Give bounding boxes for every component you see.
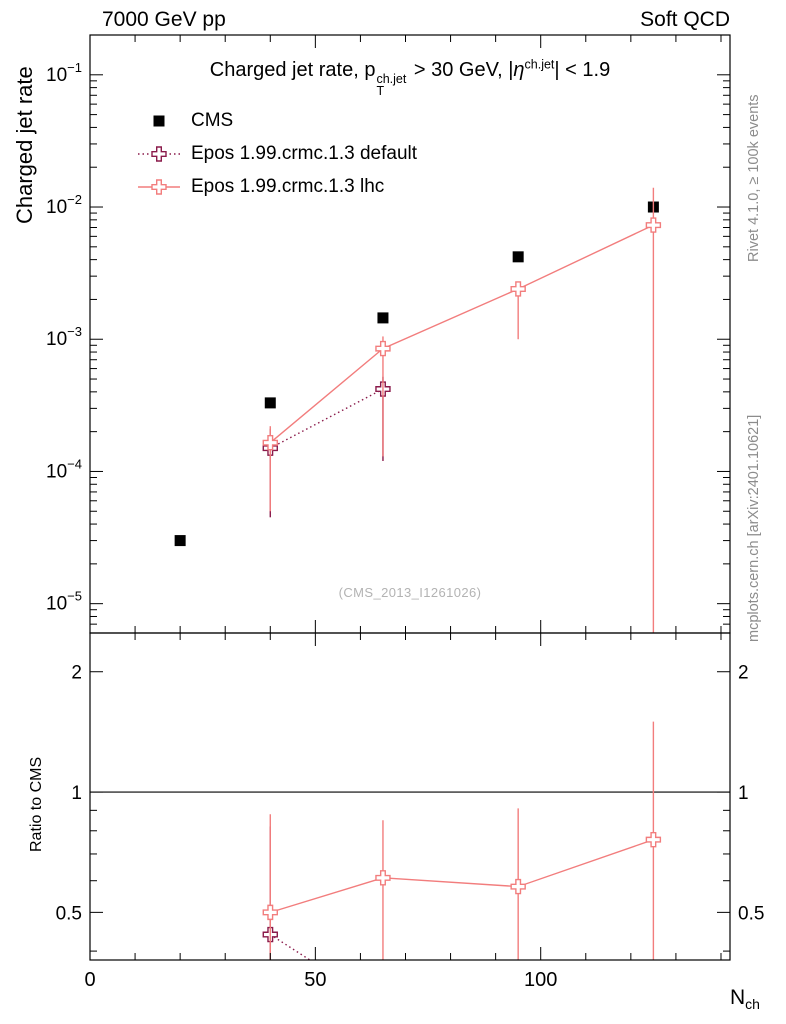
svg-text:2: 2 (738, 663, 749, 684)
svg-text:1: 1 (738, 783, 749, 804)
plot-title: Charged jet rate, p ch.jet T > 30 GeV, |ηc… (90, 58, 730, 98)
x-axis-title-sub: ch (745, 996, 760, 1013)
legend-item-cms: CMS (136, 104, 417, 137)
x-axis-title-base: N (730, 986, 746, 1009)
svg-text:1: 1 (71, 783, 82, 804)
x-axis-title: Nch (730, 986, 760, 1012)
epos-lhc-marker-icon (138, 178, 180, 195)
svg-text:10−4: 10−4 (46, 456, 82, 482)
legend-item-epos-lhc: Epos 1.99.crmc.1.3 lhc (136, 170, 417, 203)
svg-text:0: 0 (84, 969, 95, 991)
mcplots-attribution: mcplots.cern.ch [arXiv:2401.10621] (746, 414, 762, 642)
title-suffix: | < 1.9 (554, 59, 611, 81)
series-cms (174, 201, 659, 547)
analysis-id-watermark: (CMS_2013_I1261026) (338, 585, 482, 600)
eta-symbol: η (513, 59, 525, 81)
pt-subscript: T (376, 83, 385, 98)
svg-text:0.5: 0.5 (738, 903, 764, 924)
epos-default-marker-icon (138, 145, 180, 162)
svg-text:100: 100 (524, 969, 557, 991)
series-epos-1-99-crmc-1-3-lhc (262, 187, 662, 633)
svg-text:0.5: 0.5 (56, 903, 82, 924)
title-prefix: Charged jet rate, p (209, 59, 376, 81)
title-middle: > 30 GeV, | (408, 59, 514, 81)
svg-text:10−2: 10−2 (46, 192, 82, 218)
ratio-y-axis-title: Ratio to CMS (28, 756, 45, 852)
pt-superscript: ch.jet (376, 71, 407, 86)
rivet-version-note: Rivet 4.1.0, ≥ 100k events (746, 94, 762, 262)
eta-superscript: ch.jet (524, 57, 555, 72)
svg-text:10−3: 10−3 (46, 324, 82, 350)
series-epos-1-99-crmc-1-3-default (262, 376, 391, 518)
legend: CMS Epos 1.99.crmc.1.3 default Epos 1.99… (136, 104, 417, 203)
cms-square-marker-icon (153, 115, 165, 126)
svg-text:10−5: 10−5 (46, 589, 82, 615)
legend-label-cms: CMS (191, 109, 234, 131)
beam-energy-label: 7000 GeV pp (102, 8, 226, 31)
pt-supsub: ch.jet T (376, 71, 407, 98)
series-epos-1-99-crmc-1-3-default (262, 826, 312, 960)
legend-label-epos-lhc: Epos 1.99.crmc.1.3 lhc (191, 175, 385, 197)
legend-item-epos-default: Epos 1.99.crmc.1.3 default (136, 137, 417, 170)
main-y-axis-title: Charged jet rate (12, 66, 37, 224)
process-group-label: Soft QCD (640, 8, 730, 31)
series-epos-1-99-crmc-1-3-lhc (262, 721, 662, 960)
svg-text:2: 2 (71, 663, 82, 684)
ratio-panel-frame (89, 632, 731, 961)
legend-label-epos-default: Epos 1.99.crmc.1.3 default (191, 142, 418, 164)
svg-text:50: 50 (304, 969, 326, 991)
svg-text:10−1: 10−1 (46, 60, 82, 86)
